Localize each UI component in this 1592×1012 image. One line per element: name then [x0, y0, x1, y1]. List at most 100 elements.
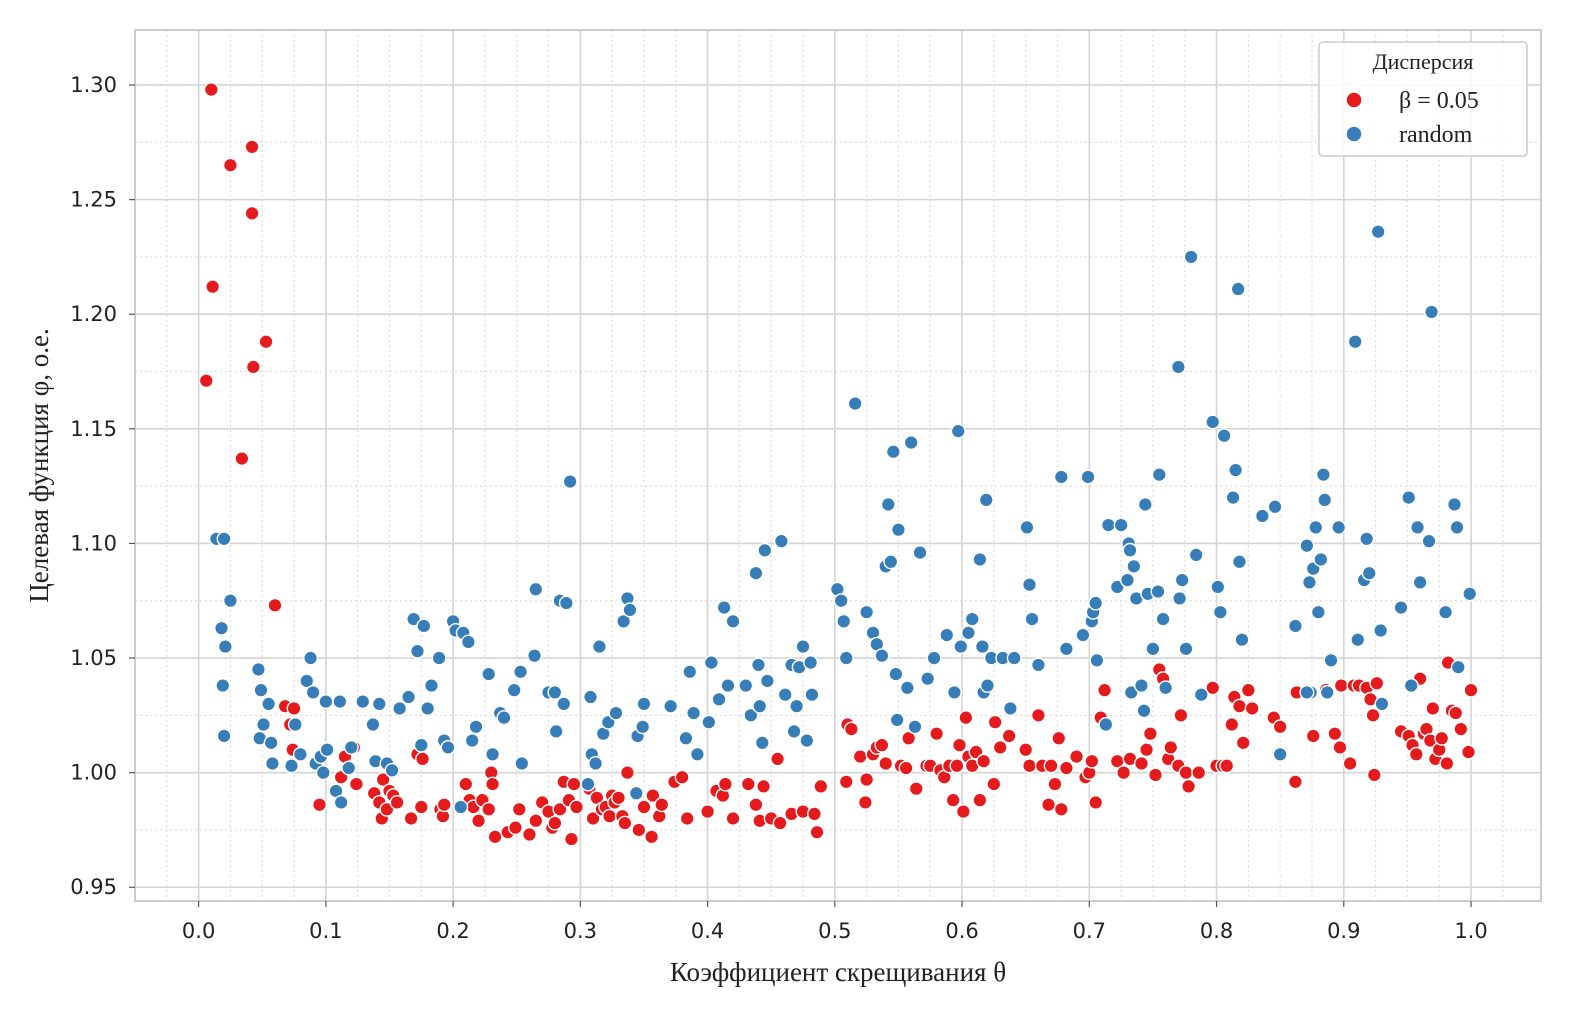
data-point [1006, 650, 1022, 666]
data-point [1147, 767, 1163, 783]
data-point [890, 522, 906, 538]
data-point [1231, 554, 1247, 570]
data-point [1361, 565, 1377, 581]
data-point [1401, 490, 1417, 506]
data-point [375, 772, 391, 788]
data-point [205, 279, 221, 295]
data-point [1225, 490, 1241, 506]
data-point [1449, 519, 1465, 535]
data-point [1460, 744, 1476, 760]
data-point [583, 689, 599, 705]
data-point [750, 657, 766, 673]
data-point [859, 772, 875, 788]
data-point [843, 721, 859, 737]
x-axis-label: Коэффициент скрещивания θ [670, 957, 1006, 987]
data-point [674, 769, 690, 785]
data-point [711, 691, 727, 707]
data-point [720, 678, 736, 694]
data-point [287, 717, 303, 733]
data-point [513, 664, 529, 680]
data-point [806, 806, 822, 822]
data-point [305, 684, 321, 700]
data-point [645, 788, 661, 804]
data-point [682, 664, 698, 680]
x-tick-label: 0.7 [1073, 919, 1106, 943]
data-point [738, 678, 754, 694]
data-point [636, 696, 652, 712]
data-point [355, 694, 371, 710]
data-point [1002, 700, 1018, 716]
data-point [1001, 728, 1017, 744]
data-point [1439, 755, 1455, 771]
data-point [717, 776, 733, 792]
data-point [222, 157, 238, 173]
data-point [1193, 687, 1209, 703]
data-point [803, 655, 819, 671]
data-point [1453, 721, 1469, 737]
data-point [1317, 492, 1333, 508]
data-point [569, 799, 585, 815]
data-point [880, 496, 896, 512]
data-point [1158, 680, 1174, 696]
data-point [972, 792, 988, 808]
data-point [299, 673, 315, 689]
data-point [974, 639, 990, 655]
data-point [838, 774, 854, 790]
legend-title: Дисперсия [1373, 49, 1474, 74]
data-point [379, 801, 395, 817]
data-point [1450, 659, 1466, 675]
data-point [885, 444, 901, 460]
data-point [703, 655, 719, 671]
data-point [415, 751, 431, 767]
data-point [580, 776, 596, 792]
data-point [409, 643, 425, 659]
data-point [1172, 590, 1188, 606]
data-point [1030, 657, 1046, 673]
data-point [619, 765, 635, 781]
data-point [471, 813, 487, 829]
data-point [1205, 680, 1221, 696]
data-point [1421, 533, 1437, 549]
x-tick-label: 0.0 [182, 919, 215, 943]
data-point [1403, 678, 1419, 694]
data-point [318, 694, 334, 710]
data-point [852, 749, 868, 765]
data-point [303, 650, 319, 666]
data-point [1084, 753, 1100, 769]
data-point [1137, 496, 1153, 512]
data-point [1462, 586, 1478, 602]
x-tick-label: 1.0 [1454, 919, 1487, 943]
data-point [611, 790, 627, 806]
major-grid [135, 30, 1541, 901]
data-point [464, 733, 480, 749]
data-point [1333, 678, 1349, 694]
data-point [420, 700, 436, 716]
x-tick-label: 0.1 [309, 919, 342, 943]
data-point [1097, 682, 1113, 698]
data-point [1412, 574, 1428, 590]
series-beta [198, 82, 1479, 847]
plot-frame [134, 29, 1542, 902]
data-point [332, 694, 348, 710]
data-point [319, 742, 335, 758]
data-point [1018, 742, 1034, 758]
data-point [256, 717, 272, 733]
y-tick-label: 1.05 [70, 646, 117, 670]
data-point [416, 618, 432, 634]
data-point [889, 712, 905, 728]
data-point [245, 359, 261, 375]
data-point [1122, 542, 1138, 558]
data-point [1299, 684, 1315, 700]
data-point [1219, 758, 1235, 774]
data-point [899, 680, 915, 696]
data-point [506, 682, 522, 698]
data-point [635, 719, 651, 735]
data-point [772, 815, 788, 831]
data-point [1051, 730, 1067, 746]
data-point [286, 700, 302, 716]
data-point [992, 739, 1008, 755]
x-tick-label: 0.6 [945, 919, 978, 943]
data-point [333, 794, 349, 810]
data-point [1109, 579, 1125, 595]
data-point [1178, 641, 1194, 657]
